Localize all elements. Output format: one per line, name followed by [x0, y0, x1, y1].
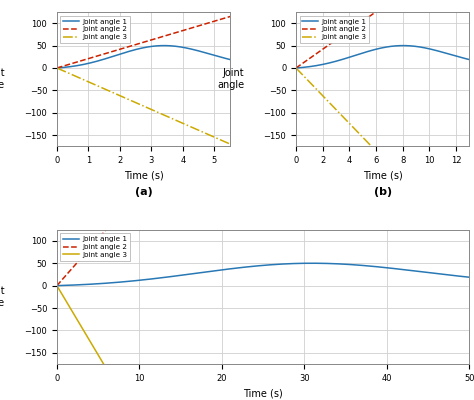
Line: Joint angle 2: Joint angle 2	[57, 16, 230, 68]
Joint angle 3	[192, 126, 198, 131]
Joint angle 3	[412, 189, 418, 194]
Joint angle 3	[72, 73, 77, 78]
Joint angle 2	[363, 16, 369, 21]
Line: Joint angle 2: Joint angle 2	[57, 0, 469, 286]
Joint angle 1	[236, 266, 241, 270]
Joint angle 2	[293, 66, 299, 70]
X-axis label: Time (s): Time (s)	[243, 388, 283, 398]
Joint angle 1	[383, 265, 389, 270]
Joint angle 3	[130, 99, 136, 104]
Joint angle 2	[173, 30, 179, 35]
Joint angle 2	[311, 53, 317, 58]
Joint angle 2	[189, 26, 195, 30]
Joint angle 2	[124, 45, 130, 50]
Joint angle 1	[221, 267, 227, 272]
Joint angle 1	[54, 283, 60, 288]
Joint angle 1	[228, 57, 233, 62]
Line: Joint angle 1: Joint angle 1	[296, 46, 469, 68]
Joint angle 3	[466, 246, 472, 250]
Joint angle 3	[124, 96, 130, 101]
Joint angle 2	[54, 283, 60, 288]
Joint angle 3	[96, 354, 102, 359]
Joint angle 2	[96, 236, 102, 240]
Legend: Joint angle 1, Joint angle 2, Joint angle 3: Joint angle 1, Joint angle 2, Joint angl…	[300, 16, 369, 43]
Line: Joint angle 3: Joint angle 3	[296, 68, 469, 248]
X-axis label: Time (s): Time (s)	[124, 171, 164, 181]
Joint angle 3	[428, 206, 434, 211]
Joint angle 2	[236, 77, 241, 82]
Joint angle 2	[130, 43, 136, 48]
Joint angle 1	[431, 48, 437, 52]
Joint angle 3	[189, 125, 195, 130]
Joint angle 1	[130, 48, 136, 53]
Joint angle 1	[412, 44, 418, 49]
Joint angle 2	[221, 94, 227, 99]
Joint angle 1	[124, 50, 130, 54]
Joint angle 1	[466, 57, 472, 62]
Line: Joint angle 1: Joint angle 1	[57, 46, 230, 68]
Joint angle 1	[173, 44, 179, 49]
Joint angle 1	[309, 261, 315, 266]
Joint angle 1	[311, 64, 317, 68]
X-axis label: Time (s): Time (s)	[363, 171, 402, 181]
Line: Joint angle 3: Joint angle 3	[57, 286, 469, 400]
Joint angle 3	[311, 84, 317, 89]
Line: Joint angle 3: Joint angle 3	[57, 68, 230, 144]
Joint angle 3	[363, 138, 369, 143]
Y-axis label: Joint
angle: Joint angle	[0, 286, 5, 308]
Joint angle 3	[54, 283, 60, 288]
Legend: Joint angle 1, Joint angle 2, Joint angle 3: Joint angle 1, Joint angle 2, Joint angl…	[61, 16, 130, 43]
Joint angle 1	[189, 47, 195, 52]
Joint angle 2	[228, 14, 233, 19]
Joint angle 1	[96, 281, 102, 286]
Joint angle 3	[369, 145, 375, 150]
Text: (a): (a)	[135, 187, 152, 197]
Joint angle 3	[228, 142, 233, 146]
Joint angle 2	[369, 12, 375, 17]
Joint angle 2	[72, 60, 77, 65]
Line: Joint angle 1: Joint angle 1	[57, 263, 469, 286]
Joint angle 3	[54, 66, 60, 70]
Y-axis label: Joint
angle: Joint angle	[217, 68, 244, 90]
Joint angle 2	[192, 24, 198, 29]
Legend: Joint angle 1, Joint angle 2, Joint angle 3: Joint angle 1, Joint angle 2, Joint angl…	[61, 233, 130, 261]
Joint angle 1	[466, 275, 472, 280]
Joint angle 1	[376, 264, 382, 269]
Joint angle 1	[369, 48, 375, 53]
Joint angle 1	[161, 43, 167, 48]
Joint angle 3	[293, 66, 299, 70]
Joint angle 1	[363, 50, 369, 54]
Y-axis label: Joint
angle: Joint angle	[0, 68, 5, 90]
Joint angle 1	[428, 47, 434, 52]
Joint angle 1	[293, 66, 299, 70]
Joint angle 1	[72, 64, 77, 68]
Joint angle 1	[192, 48, 198, 52]
Joint angle 3	[431, 209, 437, 214]
Line: Joint angle 2: Joint angle 2	[296, 0, 469, 68]
Joint angle 1	[401, 43, 406, 48]
Joint angle 2	[54, 66, 60, 70]
Joint angle 1	[337, 262, 343, 266]
Joint angle 1	[54, 66, 60, 70]
Text: (b): (b)	[374, 187, 392, 197]
Joint angle 3	[173, 118, 179, 123]
